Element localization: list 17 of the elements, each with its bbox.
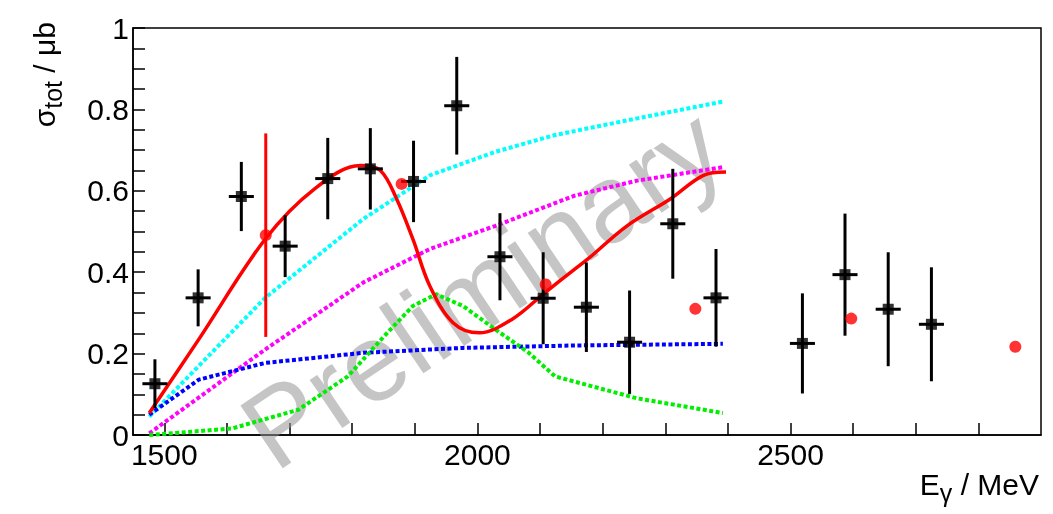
y-tick-label: 0 [112,418,129,452]
y-tick-label: 0.8 [87,92,129,126]
y-tick-label: 0.2 [87,337,129,371]
x-tick-label: 2500 [757,437,824,471]
y-tick-label: 0.6 [87,174,129,208]
point [192,292,204,304]
point [149,378,161,390]
y-tick-label: 0.4 [87,255,129,289]
point [1009,340,1022,353]
point [845,312,858,325]
point [882,303,894,315]
point [925,318,937,330]
x-axis-title: E$_{γ}$ / MeV [919,468,1039,507]
y-tick-label: 1 [112,11,129,45]
point [796,337,808,349]
x-tick-label: 1500 [130,437,198,471]
point [839,269,851,281]
